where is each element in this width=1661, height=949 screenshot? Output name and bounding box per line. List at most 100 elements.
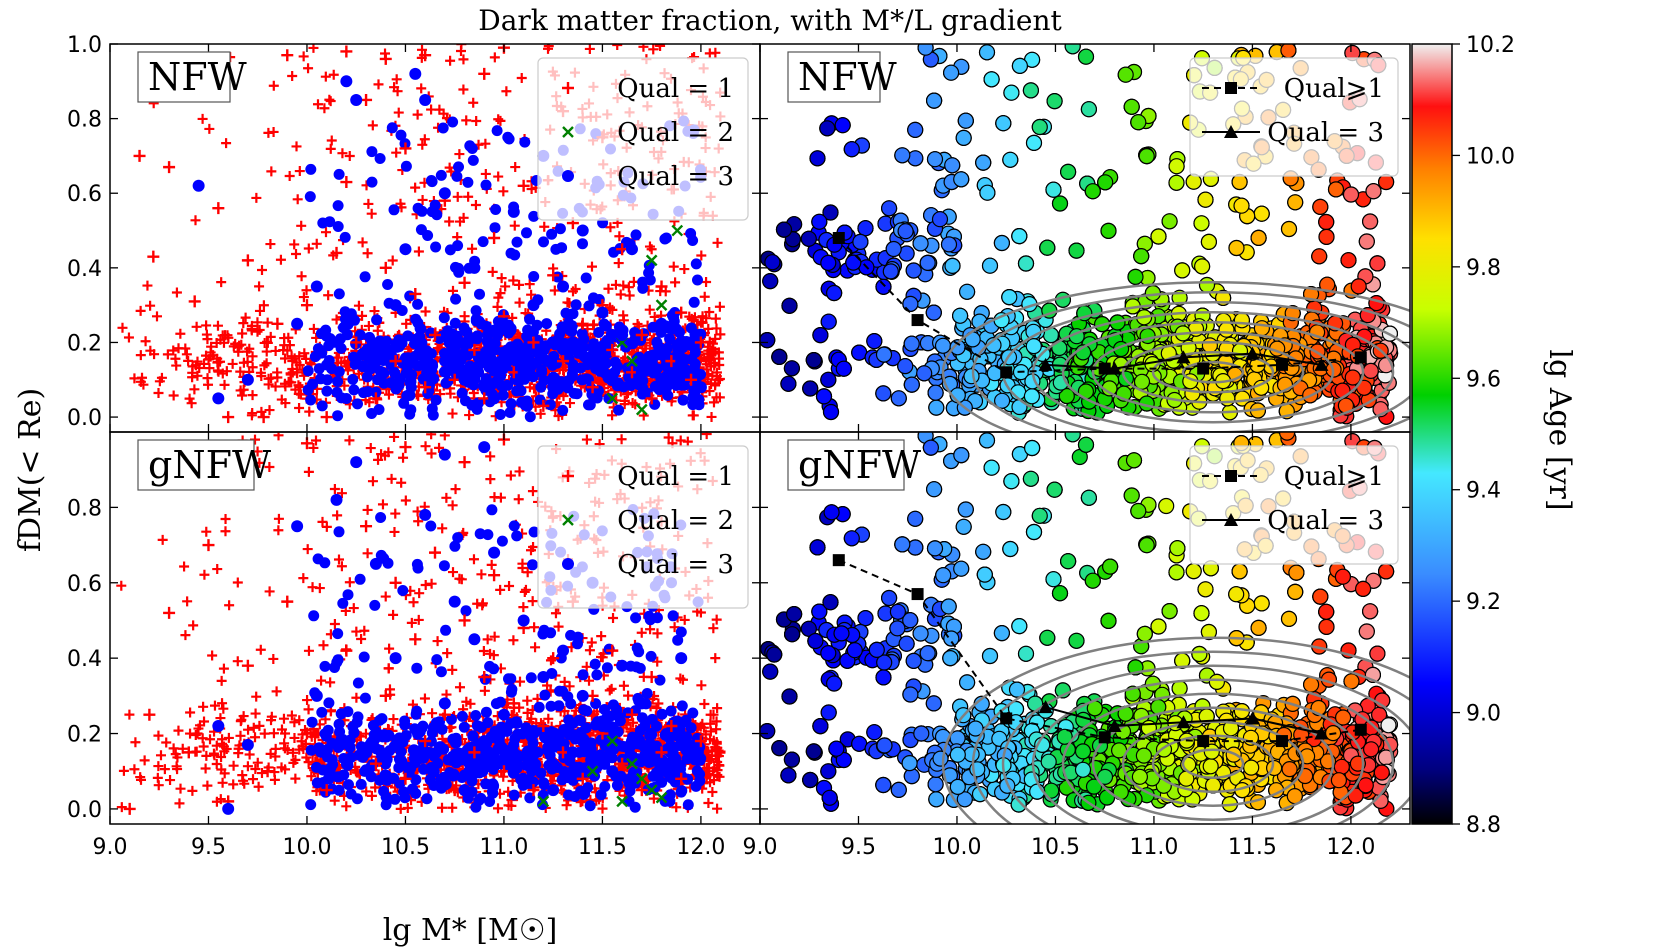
qual1-marker xyxy=(364,397,375,408)
qual3-marker xyxy=(452,240,464,252)
qual1-marker xyxy=(298,51,309,62)
qual1-marker xyxy=(495,115,506,126)
qual1-marker xyxy=(215,356,226,367)
age-point xyxy=(912,235,929,252)
qual3-marker xyxy=(371,314,383,326)
qual1-marker xyxy=(331,314,342,325)
qual1-marker xyxy=(191,321,202,332)
qual1-marker xyxy=(173,343,184,354)
y-tick-label: 1.0 xyxy=(67,33,102,58)
qual3-marker xyxy=(468,261,481,274)
qual1-marker xyxy=(296,271,307,282)
qual1-marker xyxy=(264,405,275,416)
qual1-marker xyxy=(241,254,254,267)
legend-marker xyxy=(562,170,574,182)
qual3-marker xyxy=(414,331,426,343)
qual1-marker xyxy=(410,182,421,193)
qual1-marker xyxy=(547,269,560,282)
qual1-marker xyxy=(340,176,353,189)
qual1-marker xyxy=(655,280,668,293)
qual3-marker xyxy=(625,380,637,391)
qual1-marker xyxy=(464,410,475,421)
qual3-marker xyxy=(600,358,612,369)
qual3-marker xyxy=(554,328,566,340)
median-square-marker xyxy=(1354,351,1367,364)
qual1-marker xyxy=(467,243,478,254)
qual1-marker xyxy=(413,246,424,257)
qual3-marker xyxy=(583,374,594,386)
qual3-marker xyxy=(331,386,343,398)
qual1-marker xyxy=(586,261,597,272)
qual3-marker xyxy=(692,274,703,286)
qual3-marker xyxy=(503,133,515,145)
qual1-marker xyxy=(135,350,146,361)
qual1-marker xyxy=(675,306,688,319)
age-point xyxy=(1133,248,1150,265)
qual1-marker xyxy=(537,399,550,412)
qual1-marker xyxy=(256,406,267,417)
qual1-marker xyxy=(286,710,297,721)
qual1-marker xyxy=(603,283,614,294)
qual1-marker xyxy=(212,202,225,215)
qual3-marker xyxy=(490,204,502,215)
x-axis-label: lg M* [M☉] xyxy=(383,913,558,948)
age-point xyxy=(1017,255,1035,272)
qual1-marker xyxy=(137,372,148,383)
qual1-marker xyxy=(495,288,506,299)
qual1-marker xyxy=(287,71,298,82)
qual3-marker xyxy=(541,318,553,330)
qual3-marker xyxy=(603,393,615,404)
qual1-marker xyxy=(221,366,232,377)
qual1-marker xyxy=(614,231,625,242)
qual1-marker xyxy=(278,713,289,724)
age-point xyxy=(1197,191,1214,208)
qual3-marker xyxy=(309,351,321,363)
qual1-marker xyxy=(117,322,128,333)
qual1-marker xyxy=(710,47,721,58)
qual1-marker xyxy=(259,360,270,371)
qual3-marker xyxy=(649,350,661,362)
age-point xyxy=(944,257,961,274)
qual1-marker xyxy=(270,381,281,392)
age-point xyxy=(903,376,920,393)
qual3-marker xyxy=(437,122,449,134)
qual1-marker xyxy=(222,411,235,424)
qual3-marker xyxy=(694,381,707,394)
qual1-marker xyxy=(350,336,363,349)
median-triangle-marker xyxy=(1245,346,1260,360)
qual1-marker xyxy=(615,289,626,300)
age-point xyxy=(917,44,934,56)
qual3-marker xyxy=(378,377,390,389)
age-point xyxy=(1039,239,1056,256)
qual3-marker xyxy=(586,355,599,368)
age-point xyxy=(1350,278,1367,295)
qual3-marker xyxy=(192,179,205,192)
age-point xyxy=(890,390,907,407)
qual1-marker xyxy=(644,304,655,315)
qual3-marker xyxy=(456,387,468,399)
age-point xyxy=(819,120,836,137)
qual1-marker xyxy=(701,276,712,287)
qual3-marker xyxy=(507,354,519,366)
age-point xyxy=(812,327,829,344)
qual3-marker xyxy=(447,116,459,128)
qual3-marker xyxy=(366,176,378,188)
qual1-marker xyxy=(212,365,223,376)
qual3-marker xyxy=(489,337,501,349)
qual1-marker xyxy=(420,306,431,317)
qual1-marker xyxy=(256,371,267,382)
qual3-marker xyxy=(467,154,479,166)
qual1-marker xyxy=(279,378,290,389)
qual1-marker xyxy=(230,338,241,349)
qual1-marker xyxy=(296,220,307,231)
qual3-marker xyxy=(497,346,509,358)
age-point xyxy=(1253,320,1271,337)
legend-marker xyxy=(562,126,574,138)
qual3-marker xyxy=(359,271,371,283)
qual3-marker xyxy=(332,200,344,212)
qual3-marker xyxy=(674,326,685,338)
qual3-marker xyxy=(549,373,561,384)
qual1-marker xyxy=(630,399,641,410)
